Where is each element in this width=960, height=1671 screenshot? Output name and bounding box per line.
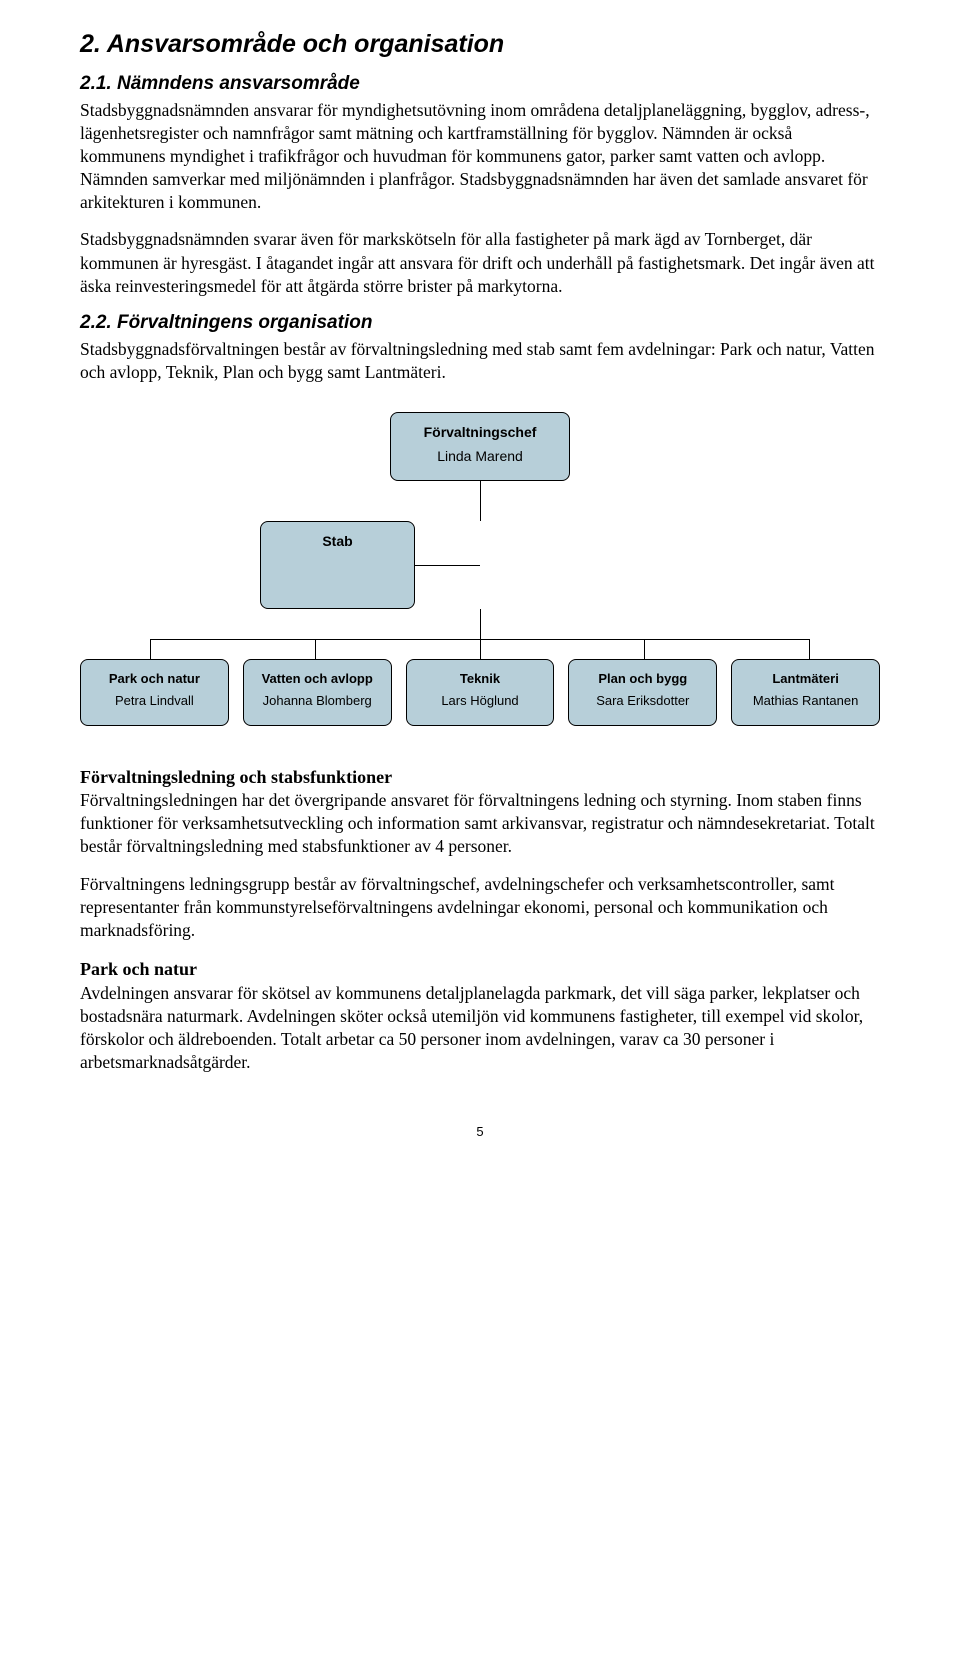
org-node-name: Petra Lindvall — [85, 692, 224, 710]
paragraph: Förvaltningens ledningsgrupp består av f… — [80, 873, 880, 942]
paragraph: Park och natur Avdelningen ansvarar för … — [80, 958, 880, 1074]
paragraph: Förvaltningsledning och stabsfunktioner … — [80, 766, 880, 859]
org-node-vatten: Vatten och avlopp Johanna Blomberg — [243, 659, 392, 725]
paragraph: Stadsbyggnadsnämnden svarar även för mar… — [80, 228, 880, 297]
org-node-teknik: Teknik Lars Höglund — [406, 659, 555, 725]
org-node-title: Stab — [322, 532, 352, 552]
org-node-name: Sara Eriksdotter — [573, 692, 712, 710]
org-node-stab: Stab — [260, 521, 415, 609]
org-node-name: Mathias Rantanen — [736, 692, 875, 710]
paragraph-body: Avdelningen ansvarar för skötsel av komm… — [80, 983, 863, 1072]
page-number: 5 — [80, 1124, 880, 1139]
org-node-title: Teknik — [411, 670, 550, 688]
paragraph-lead: Park och natur — [80, 959, 197, 979]
paragraph: Stadsbyggnadsnämnden ansvarar för myndig… — [80, 99, 880, 214]
org-node-name: Linda Marend — [397, 447, 563, 467]
org-node-title: Park och natur — [85, 670, 224, 688]
org-connector — [80, 609, 880, 659]
org-node-park: Park och natur Petra Lindvall — [80, 659, 229, 725]
paragraph-lead: Förvaltningsledning och stabsfunktioner — [80, 767, 392, 787]
org-node-title: Plan och bygg — [573, 670, 712, 688]
org-node-lantmateri: Lantmäteri Mathias Rantanen — [731, 659, 880, 725]
section-title: 2. Ansvarsområde och organisation — [80, 30, 880, 59]
paragraph-body: Förvaltningsledningen har det övergripan… — [80, 790, 875, 856]
org-node-name: Lars Höglund — [411, 692, 550, 710]
org-node-plan: Plan och bygg Sara Eriksdotter — [568, 659, 717, 725]
subsection-2-1-title: 2.1. Nämndens ansvarsområde — [80, 73, 880, 95]
org-node-name: Johanna Blomberg — [248, 692, 387, 710]
paragraph: Stadsbyggnadsförvaltningen består av för… — [80, 338, 880, 384]
org-node-title: Lantmäteri — [736, 670, 875, 688]
org-chart: Förvaltningschef Linda Marend Stab Park … — [80, 412, 880, 726]
subsection-2-2-title: 2.2. Förvaltningens organisation — [80, 312, 880, 334]
org-node-title: Vatten och avlopp — [248, 670, 387, 688]
org-node-title: Förvaltningschef — [397, 423, 563, 443]
org-connector — [80, 481, 880, 521]
org-node-forvaltningschef: Förvaltningschef Linda Marend — [390, 412, 570, 481]
